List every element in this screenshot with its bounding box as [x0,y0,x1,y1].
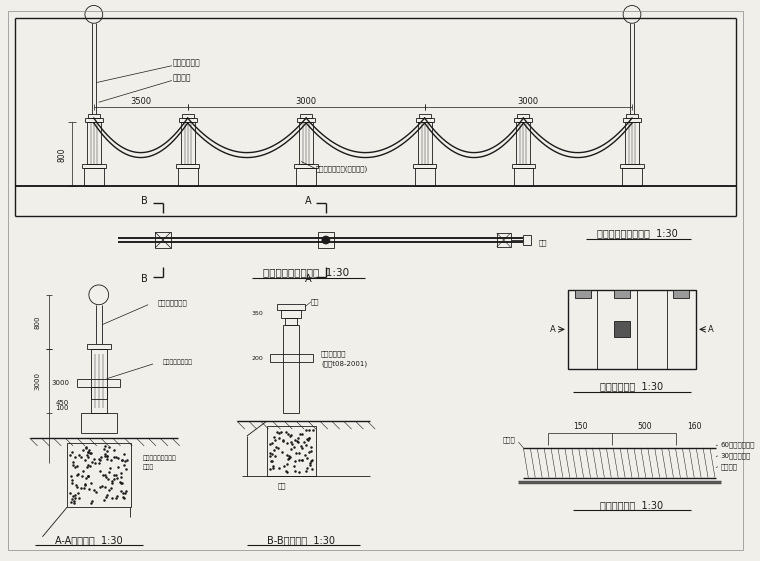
Bar [84,168,103,186]
Bar [155,232,171,248]
Bar [87,344,111,349]
Bar [623,118,641,122]
Text: 素土夹实: 素土夹实 [721,463,738,470]
Text: 800: 800 [58,148,67,162]
Text: 30厘中沙颗场: 30厘中沙颗场 [721,453,751,459]
Text: 3000: 3000 [518,96,539,106]
Bar [568,290,696,369]
Text: 管口: 管口 [311,298,319,305]
Text: 故地面: 故地面 [502,436,515,443]
Bar [416,118,433,122]
Text: 锤子青石: 锤子青石 [173,73,192,82]
Bar [88,114,100,118]
Bar [67,443,131,507]
Bar [82,164,106,168]
Bar [178,168,198,186]
Bar [87,122,101,164]
Bar [626,114,638,118]
Bar [299,122,313,164]
Text: 100: 100 [55,406,69,411]
Text: B: B [141,274,148,284]
Bar [415,168,435,186]
Bar [622,168,642,186]
Text: 坡底: 坡底 [277,482,286,489]
Bar [270,354,313,362]
Bar [614,290,630,298]
Bar [91,387,106,398]
Bar [515,118,532,122]
Text: A: A [305,196,311,206]
Text: 打步园路大样  1:30: 打步园路大样 1:30 [600,500,663,510]
Bar [176,164,199,168]
Text: 800: 800 [34,315,40,329]
Text: 150: 150 [573,422,587,431]
Text: 200: 200 [252,356,264,361]
Bar [283,325,299,413]
Bar [614,321,630,337]
Text: (苏下t08-2001): (苏下t08-2001) [321,361,367,367]
Text: 汉白玉青石护栏(彩色另定): 汉白玉青石护栏(彩色另定) [316,165,369,172]
Bar [179,118,197,122]
Text: 灯杆及灯具配置: 灯杆及灯具配置 [158,300,188,306]
Bar [413,164,436,168]
Text: 砍山石不平石板添岛: 砍山石不平石板添岛 [143,455,177,461]
Bar [418,122,432,164]
Text: 500: 500 [637,422,651,431]
Text: 3000: 3000 [51,380,69,386]
Text: 3000: 3000 [34,373,40,390]
Text: 灯杆全高石板浸泹: 灯杆全高石板浸泹 [163,359,193,365]
Bar [81,413,116,433]
Bar [77,379,121,387]
Text: 3500: 3500 [130,96,151,106]
Text: 护栏详图参见: 护栏详图参见 [321,351,347,357]
Text: 沿河护栏灯柱立面图  1:30: 沿河护栏灯柱立面图 1:30 [597,228,677,238]
Bar [267,426,316,476]
Bar [419,114,431,118]
Bar [294,164,318,168]
Text: 端头: 端头 [539,240,547,246]
Bar [277,304,305,310]
Bar [625,122,639,164]
Bar [85,118,103,122]
Bar [318,232,334,248]
Bar [286,318,297,325]
Bar [575,290,591,298]
Text: A: A [550,325,556,334]
Text: 60厘平砖青石板: 60厘平砖青石板 [721,442,755,448]
Bar [518,114,529,118]
Text: 3000: 3000 [296,96,317,106]
Text: A: A [305,274,311,284]
Text: B-B护栏剪面  1:30: B-B护栏剪面 1:30 [268,535,335,545]
Bar [511,164,535,168]
Bar [524,235,531,245]
Bar [620,164,644,168]
Bar [300,114,312,118]
Text: A-A灯柱剪面  1:30: A-A灯柱剪面 1:30 [55,535,122,545]
Bar [182,114,194,118]
Text: 160: 160 [687,422,701,431]
Text: 沿河护栏灯柱平面图  1:30: 沿河护栏灯柱平面图 1:30 [263,267,349,277]
Text: A: A [708,325,714,334]
Bar [497,233,511,247]
Text: 450: 450 [56,401,69,406]
Text: B: B [141,196,148,206]
Text: 精实土: 精实土 [143,465,154,471]
Bar [281,310,301,318]
Text: 打步园路大样  1:30: 打步园路大样 1:30 [600,381,663,392]
Bar [297,118,315,122]
Bar [181,122,195,164]
Text: 重山铸鐵护栏: 重山铸鐵护栏 [173,58,201,67]
Bar [514,168,534,186]
Bar [673,290,689,298]
Bar [296,168,316,186]
Text: 350: 350 [252,311,264,316]
Circle shape [322,236,330,244]
Bar [91,349,106,413]
Bar [517,122,530,164]
